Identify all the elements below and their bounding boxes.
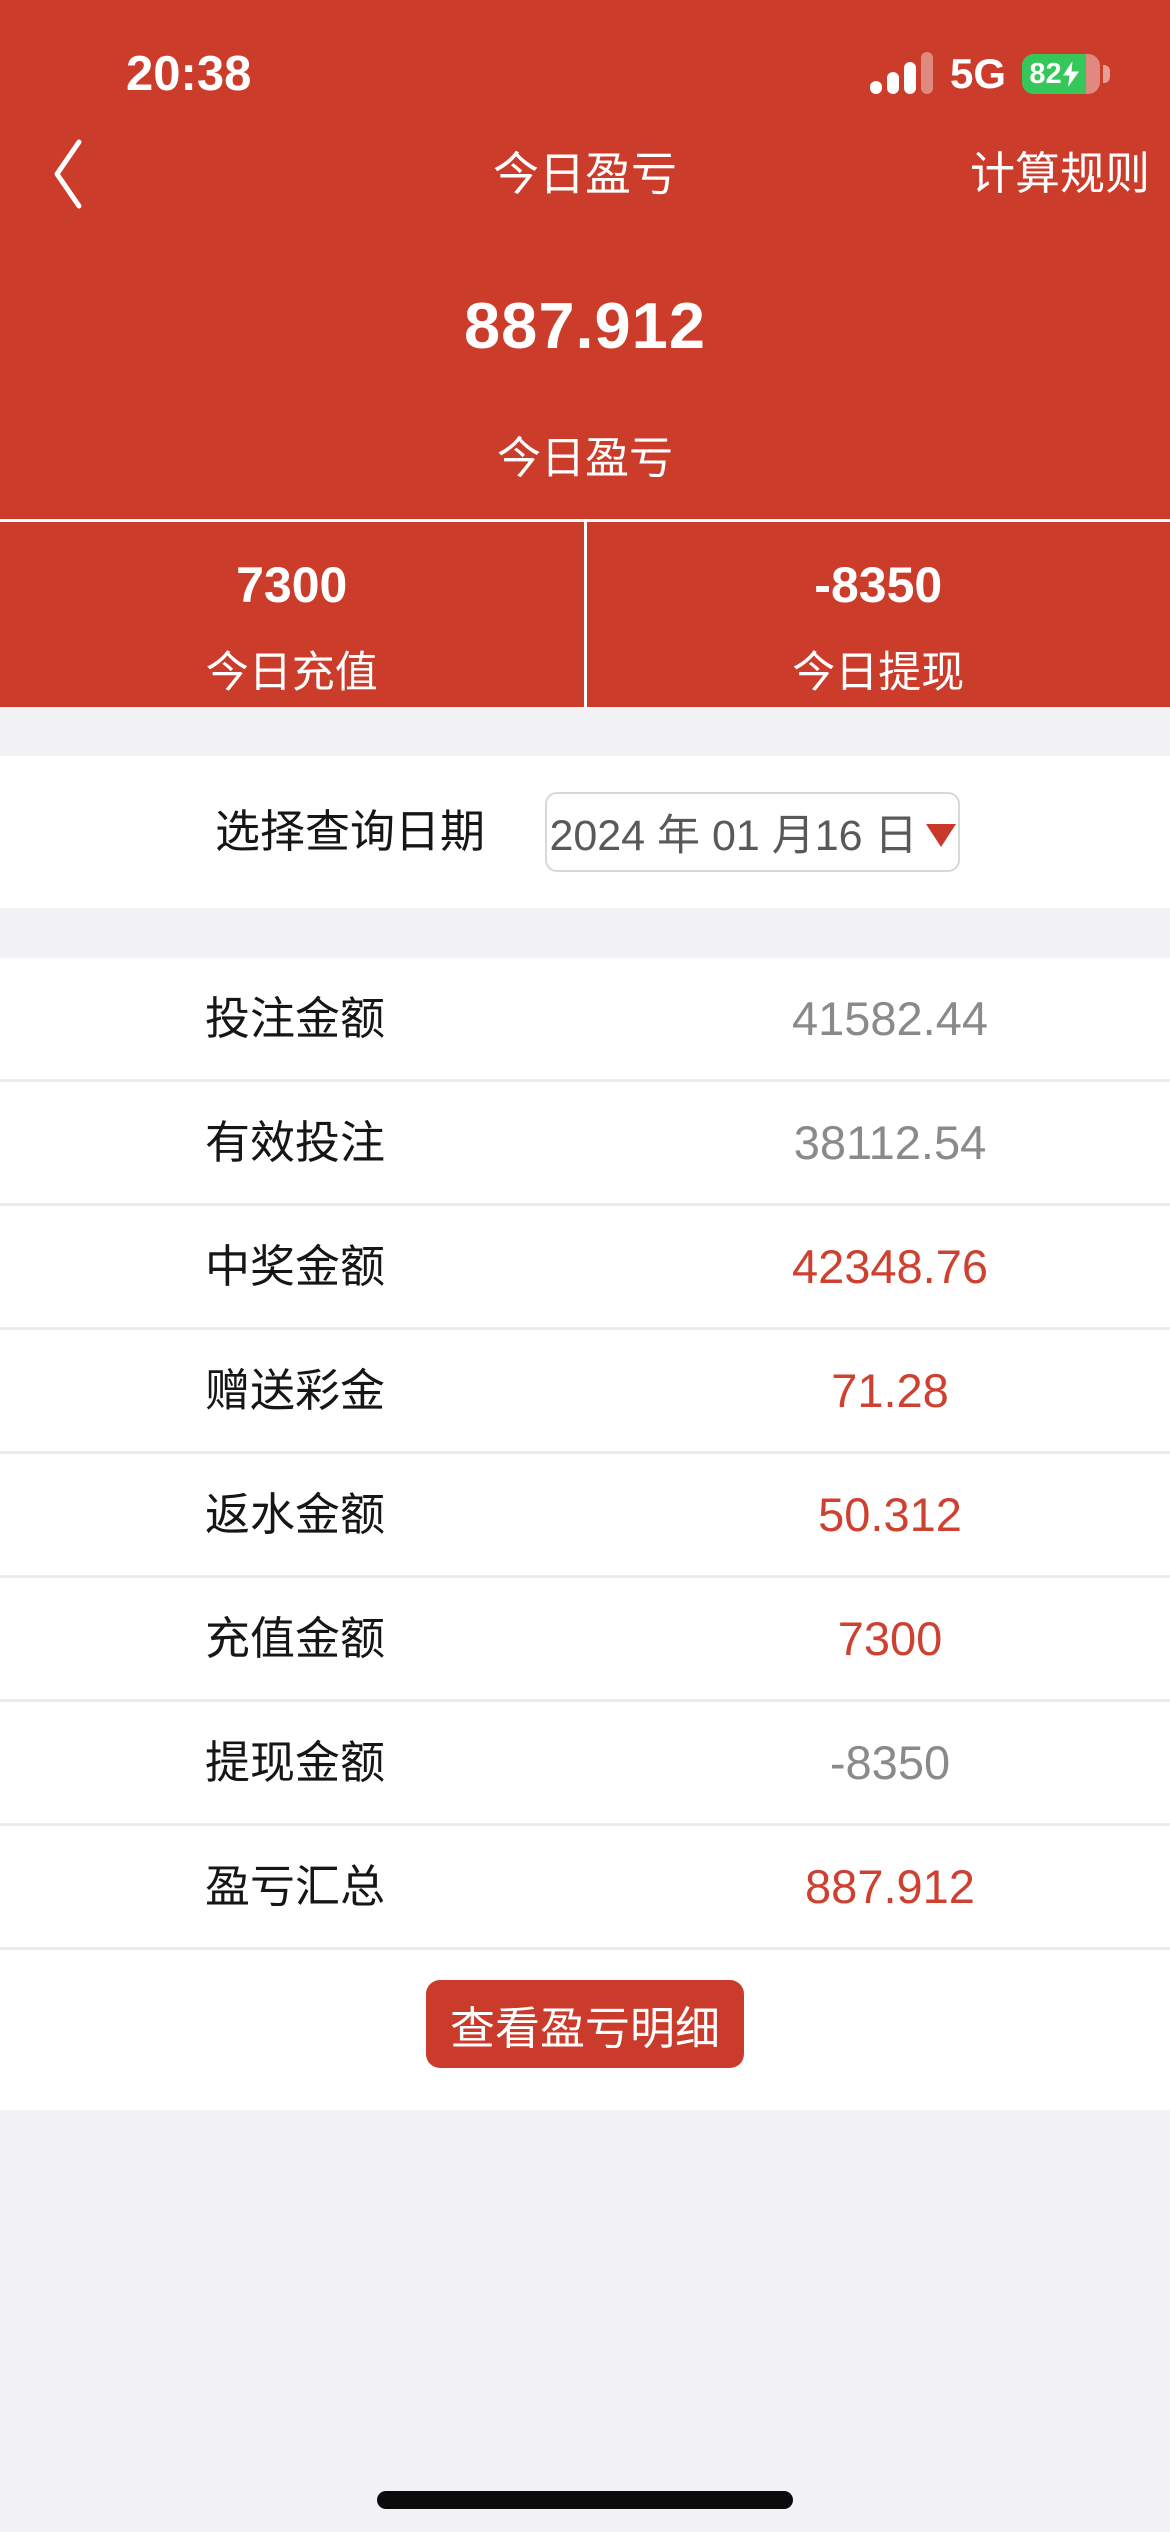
stat-row: 中奖金额 42348.76: [0, 1206, 1170, 1330]
battery-level-fill: 82: [1022, 54, 1086, 94]
home-indicator-handle[interactable]: [377, 2491, 793, 2509]
stat-row: 提现金额 -8350: [0, 1702, 1170, 1826]
stat-label: 盈亏汇总: [205, 1861, 386, 1912]
stat-label: 有效投注: [205, 1117, 386, 1168]
nav-bar: 今日盈亏 计算规则: [0, 128, 1170, 220]
stat-value: 887.912: [805, 1860, 975, 1913]
today-profit-label: 今日盈亏: [497, 434, 673, 483]
today-withdraw-value: -8350: [814, 557, 943, 613]
today-deposit-card: 7300 今日充值: [0, 522, 584, 707]
stats-list: 投注金额 41582.44 有效投注 38112.54 中奖金额 42348.7…: [0, 958, 1170, 1950]
today-withdraw-label: 今日提现: [792, 649, 965, 697]
status-time: 20:38: [126, 47, 252, 101]
view-profit-detail-button[interactable]: 查看盈亏明细: [425, 1980, 745, 2068]
stat-value: 38112.54: [793, 1116, 987, 1169]
battery-cap: [1103, 65, 1110, 83]
stat-value: 41582.44: [791, 992, 989, 1045]
calc-rules-link[interactable]: 计算规则: [970, 128, 1150, 220]
stat-row: 有效投注 38112.54: [0, 1082, 1170, 1206]
stat-value: -8350: [829, 1736, 951, 1789]
button-section: 查看盈亏明细: [0, 1950, 1170, 2110]
stat-value: 50.312: [818, 1488, 962, 1541]
status-icons: 5G 82: [869, 50, 1110, 98]
page-title: 今日盈亏: [493, 148, 677, 200]
charging-bolt-icon: [1062, 61, 1079, 87]
stat-label: 返水金额: [205, 1489, 386, 1540]
stat-label: 中奖金额: [205, 1241, 386, 1292]
summary-strip: 7300 今日充值 -8350 今日提现: [0, 519, 1170, 707]
stat-label: 投注金额: [205, 993, 386, 1044]
stat-label: 充值金额: [205, 1613, 386, 1664]
stat-row: 赠送彩金 71.28: [0, 1330, 1170, 1454]
stat-value: 42348.76: [791, 1240, 989, 1293]
battery-percent: 82: [1029, 57, 1062, 90]
network-type-label: 5G: [949, 50, 1006, 97]
stat-row: 充值金额 7300: [0, 1578, 1170, 1702]
stat-row: 返水金额 50.312: [0, 1454, 1170, 1578]
cellular-signal-icon: [869, 52, 934, 96]
section-divider: [0, 707, 1170, 756]
date-picker-select[interactable]: 2024 年 01 月16 日: [545, 792, 960, 872]
chevron-left-icon: [54, 139, 82, 209]
date-picker-row: 选择查询日期 2024 年 01 月16 日: [0, 756, 1170, 908]
battery-icon: 82: [1022, 54, 1110, 94]
stat-row: 投注金额 41582.44: [0, 958, 1170, 1082]
today-withdraw-card: -8350 今日提现: [583, 522, 1170, 707]
today-deposit-label: 今日充值: [205, 649, 378, 697]
today-profit-amount: 887.912: [464, 289, 706, 362]
stat-value: 7300: [837, 1612, 943, 1665]
header: 20:38 5G 82: [0, 0, 1170, 519]
stat-label: 提现金额: [205, 1737, 386, 1788]
stat-label: 赠送彩金: [205, 1365, 386, 1416]
stat-row: 盈亏汇总 887.912: [0, 1826, 1170, 1950]
date-picker-value: 2024 年 01 月16 日: [549, 812, 918, 860]
date-picker-label: 选择查询日期: [215, 806, 486, 857]
section-divider: [0, 908, 1170, 958]
stat-value: 71.28: [831, 1364, 949, 1417]
triangle-down-icon: [925, 823, 956, 847]
back-button[interactable]: [48, 128, 128, 220]
today-deposit-value: 7300: [236, 557, 348, 613]
